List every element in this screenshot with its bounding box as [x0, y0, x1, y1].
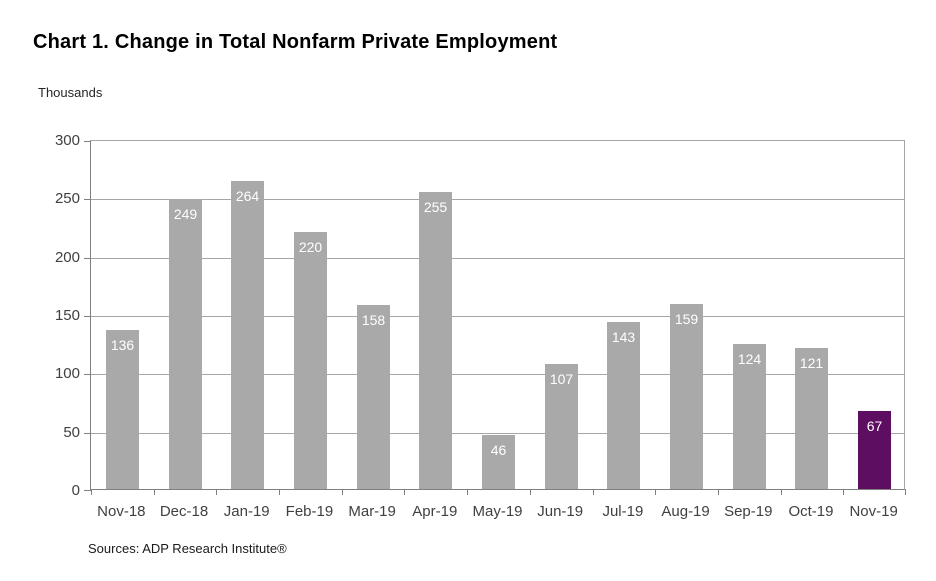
y-tick-label-50: 50 — [63, 423, 80, 441]
x-tick-label-May-19: May-19 — [472, 503, 523, 520]
x-tick — [843, 489, 844, 495]
bar-Jul-19: 143 — [607, 322, 640, 489]
y-tick-0 — [84, 490, 91, 491]
x-tick — [718, 489, 719, 495]
x-tick — [216, 489, 217, 495]
gridline-250 — [91, 199, 904, 201]
y-tick-label-150: 150 — [54, 307, 80, 324]
x-tick-label-Jun-19: Jun-19 — [537, 503, 584, 520]
x-tick — [91, 489, 92, 495]
bar-Jun-19: 107 — [545, 364, 578, 489]
bar-value-label: 136 — [110, 337, 135, 354]
bar-value-label: 159 — [674, 310, 699, 327]
y-tick-150 — [84, 316, 91, 317]
x-tick — [593, 489, 594, 495]
y-tick-label-300: 300 — [54, 132, 80, 149]
bar-Feb-19: 220 — [294, 232, 327, 489]
y-tick-200 — [84, 257, 91, 259]
bar-Apr-19: 255 — [419, 191, 452, 489]
bar-May-19: 46 — [482, 435, 515, 489]
y-tick-50 — [84, 432, 91, 434]
y-tick-label-250: 250 — [54, 190, 80, 208]
bar-Mar-19: 158 — [357, 304, 390, 489]
x-tick — [530, 489, 531, 495]
y-tick-300 — [84, 141, 91, 142]
plot-area: 136 249 264 220 158 255 46 107 143 159 124 121 67 — [84, 140, 906, 495]
y-tick-label-100: 100 — [54, 365, 80, 383]
bar-value-label: 220 — [298, 239, 323, 256]
bar-Nov-18: 136 — [106, 330, 139, 489]
x-tick — [342, 489, 343, 495]
x-tick-label-Oct-19: Oct-19 — [788, 503, 834, 520]
x-tick — [467, 489, 468, 495]
gridline-150 — [91, 316, 904, 317]
chart-title: Chart 1. Change in Total Nonfarm Private… — [33, 31, 558, 53]
y-tick-label-0: 0 — [71, 482, 80, 499]
y-tick-label-200: 200 — [54, 248, 80, 266]
bar-Nov-19: 67 — [858, 410, 891, 489]
x-tick-label-Mar-19: Mar-19 — [348, 503, 396, 520]
x-tick — [905, 489, 906, 495]
bar-value-label: 107 — [549, 371, 574, 388]
x-tick — [404, 489, 405, 495]
y-tick-100 — [84, 374, 91, 376]
x-tick-label-Apr-19: Apr-19 — [412, 503, 458, 520]
y-axis-units-label: Thousands — [38, 85, 103, 100]
x-tick-label-Nov-18: Nov-18 — [97, 503, 146, 520]
bar-value-label: 124 — [737, 351, 762, 368]
bar-Jan-19: 264 — [231, 181, 264, 489]
bar-value-label: 46 — [490, 442, 507, 459]
x-tick — [781, 489, 782, 495]
x-tick-label-Jan-19: Jan-19 — [223, 503, 270, 520]
y-tick-250 — [84, 199, 91, 201]
bar-value-label: 143 — [611, 329, 636, 346]
gridline-50 — [91, 432, 904, 434]
bar-value-label: 158 — [361, 311, 386, 328]
x-tick — [154, 489, 155, 495]
gridline-200 — [91, 257, 904, 259]
bar-value-label: 67 — [866, 417, 883, 434]
x-tick-label-Sep-19: Sep-19 — [724, 503, 773, 520]
bar-value-label: 121 — [799, 354, 824, 371]
gridline-100 — [91, 374, 904, 376]
x-tick — [655, 489, 656, 495]
bar-value-label: 255 — [423, 198, 448, 215]
bar-value-label: 264 — [235, 188, 260, 204]
x-tick-label-Nov-19: Nov-19 — [849, 503, 898, 520]
x-tick — [279, 489, 280, 495]
bar-Sep-19: 124 — [733, 344, 766, 489]
x-tick-label-Jul-19: Jul-19 — [602, 503, 644, 520]
bar-value-label: 249 — [173, 205, 198, 222]
x-tick-label-Dec-18: Dec-18 — [159, 503, 209, 520]
source-note: Sources: ADP Research Institute® — [88, 541, 287, 556]
x-tick-label-Feb-19: Feb-19 — [285, 503, 334, 520]
x-tick-label-Aug-19: Aug-19 — [661, 503, 710, 520]
bar-Dec-18: 249 — [169, 198, 202, 489]
bar-Aug-19: 159 — [670, 303, 703, 489]
bar-Oct-19: 121 — [795, 347, 828, 489]
